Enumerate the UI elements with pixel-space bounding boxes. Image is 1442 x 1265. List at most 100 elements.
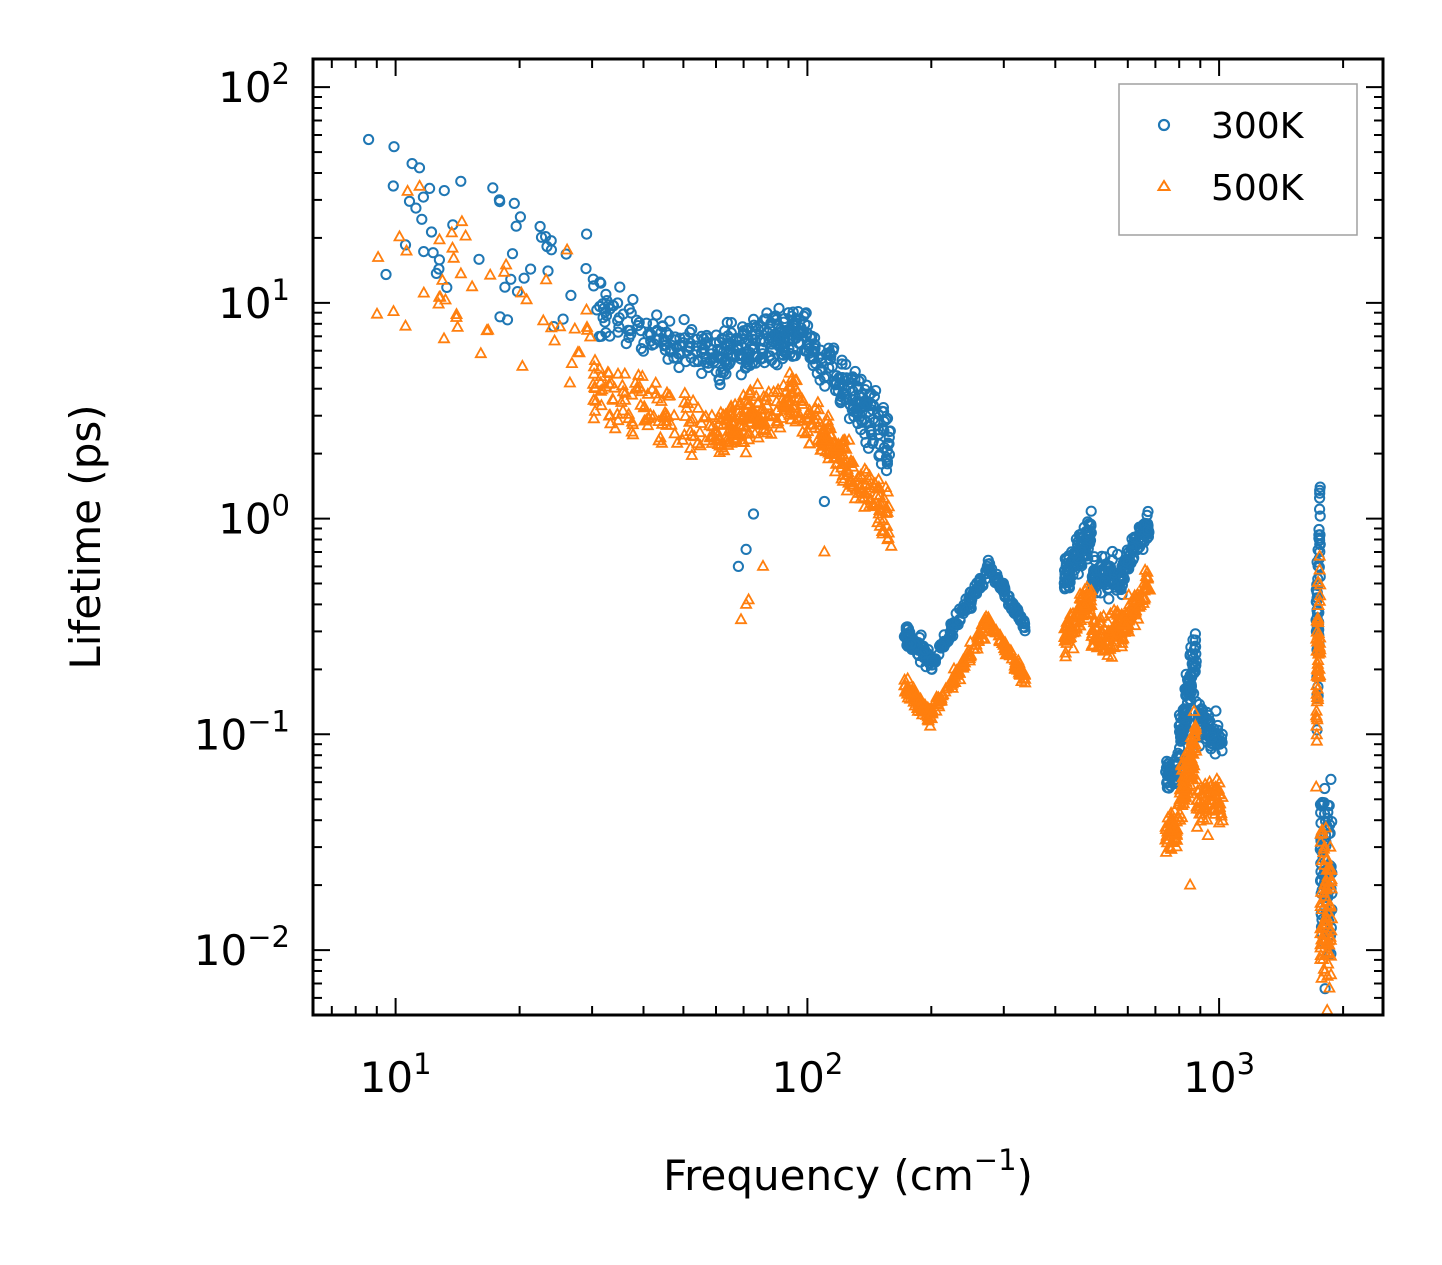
data-point: [873, 449, 885, 461]
data-point: [801, 345, 813, 357]
data-point: [1206, 731, 1219, 743]
data-point: [926, 659, 938, 671]
data-point: [1162, 775, 1174, 788]
data-point: [719, 354, 731, 366]
data-point: [871, 515, 885, 528]
data-point: [812, 402, 826, 415]
data-point: [1161, 810, 1175, 823]
data-point: [918, 704, 932, 717]
data-point: [643, 407, 657, 420]
data-point: [1181, 685, 1193, 697]
data-point: [868, 390, 881, 403]
data-point: [432, 232, 447, 245]
data-point: [655, 435, 669, 448]
data-point: [1072, 618, 1086, 631]
data-point: [846, 404, 858, 416]
data-point: [776, 348, 788, 360]
data-point: [714, 405, 728, 418]
data-point: [616, 403, 630, 416]
data-point: [424, 182, 436, 194]
data-point: [866, 429, 878, 441]
data-point: [875, 495, 889, 508]
data-point: [1091, 632, 1105, 645]
data-point: [1320, 893, 1335, 906]
data-point: [1012, 655, 1026, 668]
data-point: [852, 417, 864, 430]
data-point: [403, 195, 416, 207]
data-point: [1204, 778, 1218, 791]
data-point: [866, 496, 880, 509]
y-tick-label: 100: [218, 489, 290, 544]
data-point: [1061, 619, 1075, 631]
data-point: [777, 378, 791, 390]
data-point: [686, 393, 700, 406]
data-point: [857, 491, 871, 504]
data-point: [1314, 834, 1328, 847]
data-point: [602, 366, 616, 379]
data-point: [1101, 615, 1115, 627]
data-point: [1319, 983, 1331, 995]
data-point: [819, 380, 831, 392]
data-point: [501, 314, 514, 326]
data-point: [1189, 628, 1202, 640]
data-point: [1313, 588, 1327, 601]
data-point: [1083, 585, 1097, 598]
data-point: [635, 325, 647, 337]
data-point: [587, 273, 599, 285]
data-point: [548, 333, 562, 346]
data-point: [817, 544, 831, 557]
data-point: [926, 654, 938, 667]
data-point: [425, 226, 438, 238]
data-point: [388, 141, 400, 153]
data-point: [756, 559, 770, 571]
data-point: [710, 329, 722, 341]
data-point: [541, 240, 553, 253]
data-point: [1180, 753, 1194, 766]
data-point: [1209, 748, 1221, 760]
data-point: [1320, 851, 1334, 864]
legend-marker-500k: [1156, 179, 1172, 191]
data-point: [641, 418, 655, 431]
data-point: [659, 335, 672, 347]
data-point: [1216, 728, 1228, 740]
data-point: [499, 257, 513, 270]
data-point: [840, 394, 852, 406]
data-point: [1116, 616, 1131, 629]
data-point: [939, 681, 953, 694]
data-point: [1105, 649, 1119, 662]
data-point: [1187, 662, 1199, 674]
data-point: [1106, 573, 1119, 585]
data-point: [883, 425, 896, 438]
data-point: [734, 428, 748, 441]
data-point: [520, 292, 534, 305]
y-tick-label-exp: 2: [272, 57, 290, 91]
data-point: [565, 289, 577, 301]
data-point: [518, 272, 530, 284]
data-point: [732, 339, 744, 352]
data-point: [1324, 967, 1338, 980]
y-tick-label-base: 10: [218, 279, 271, 328]
data-point: [984, 558, 996, 570]
data-point: [997, 577, 1010, 589]
data-point: [399, 239, 412, 251]
data-point: [499, 281, 511, 293]
data-point: [1084, 598, 1098, 610]
data-point: [565, 356, 579, 369]
data-point: [883, 438, 895, 450]
data-point: [710, 423, 724, 436]
data-point: [735, 409, 749, 422]
data-point: [1107, 619, 1121, 631]
data-point: [1059, 645, 1073, 658]
data-point: [432, 289, 446, 302]
data-point: [1190, 793, 1204, 805]
data-point: [877, 490, 891, 503]
data-point: [600, 306, 612, 318]
data-point: [536, 313, 550, 326]
data-point: [630, 314, 643, 326]
data-point: [1063, 561, 1075, 573]
data-point: [1311, 646, 1326, 659]
data-point: [839, 452, 853, 465]
data-point: [879, 506, 893, 518]
data-point: [514, 285, 528, 298]
data-point: [580, 263, 592, 275]
